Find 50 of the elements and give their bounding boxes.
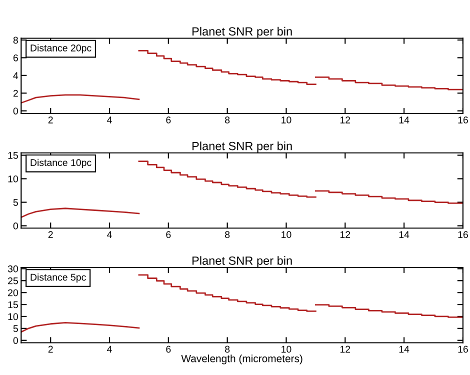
x-tick-label: 12: [340, 346, 350, 353]
x-tick-label: 14: [399, 231, 410, 238]
line-series: [21, 208, 140, 218]
line-series: [21, 322, 140, 333]
y-tick-label: 5: [13, 325, 18, 332]
annotation: Distance 20pc: [30, 44, 92, 54]
y-tick-label: 0: [13, 222, 18, 230]
line-series: [21, 94, 140, 104]
y-tick-label: 5: [13, 199, 18, 206]
y-tick-label: 4: [13, 72, 18, 79]
chart-title: Planet SNR per bin: [192, 142, 292, 153]
y-tick-label: 25: [8, 277, 18, 284]
y-tick-label: 2: [13, 90, 18, 97]
x-tick-label: 10: [282, 346, 292, 353]
annotation: Distance 5pc: [30, 274, 86, 283]
x-tick-label: 14: [399, 116, 410, 124]
annotation: Distance 10pc: [30, 158, 92, 168]
x-tick-label: 10: [282, 231, 292, 238]
x-tick-label: 12: [340, 231, 350, 238]
x-tick-label: 8: [225, 346, 230, 353]
y-tick-label: 10: [8, 313, 18, 320]
y-tick-label: 15: [8, 152, 18, 159]
chart-title: Planet SNR per bin: [192, 256, 292, 268]
y-tick-label: 20: [8, 289, 18, 296]
x-tick-label: 14: [399, 346, 410, 353]
x-tick-label: 6: [166, 231, 171, 238]
x-axis-title: Wavelength (micrometers): [181, 354, 302, 364]
x-tick-label: 6: [166, 116, 171, 124]
x-tick-label: 4: [107, 116, 112, 124]
y-tick-label: 8: [13, 36, 18, 44]
x-tick-label: 6: [166, 346, 171, 353]
y-tick-label: 0: [13, 337, 18, 344]
y-tick-label: 30: [8, 265, 18, 272]
x-tick-label: 2: [48, 231, 53, 238]
chart-title: Planet SNR per bin: [192, 26, 292, 38]
x-tick-label: 8: [225, 231, 230, 238]
x-tick-label: 12: [340, 116, 350, 124]
x-tick-label: 16: [458, 116, 468, 124]
x-tick-label: 4: [107, 231, 112, 238]
y-tick-label: 10: [8, 175, 18, 182]
y-tick-label: 15: [8, 301, 18, 308]
y-tick-label: 0: [13, 108, 18, 114]
y-tick-label: 6: [13, 54, 18, 62]
x-tick-label: 8: [225, 116, 230, 124]
x-tick-label: 10: [282, 116, 292, 124]
x-tick-label: 16: [458, 346, 468, 353]
x-tick-label: 4: [107, 346, 112, 353]
x-tick-label: 2: [48, 346, 53, 353]
x-tick-label: 2: [48, 116, 53, 124]
x-tick-label: 16: [458, 231, 468, 238]
